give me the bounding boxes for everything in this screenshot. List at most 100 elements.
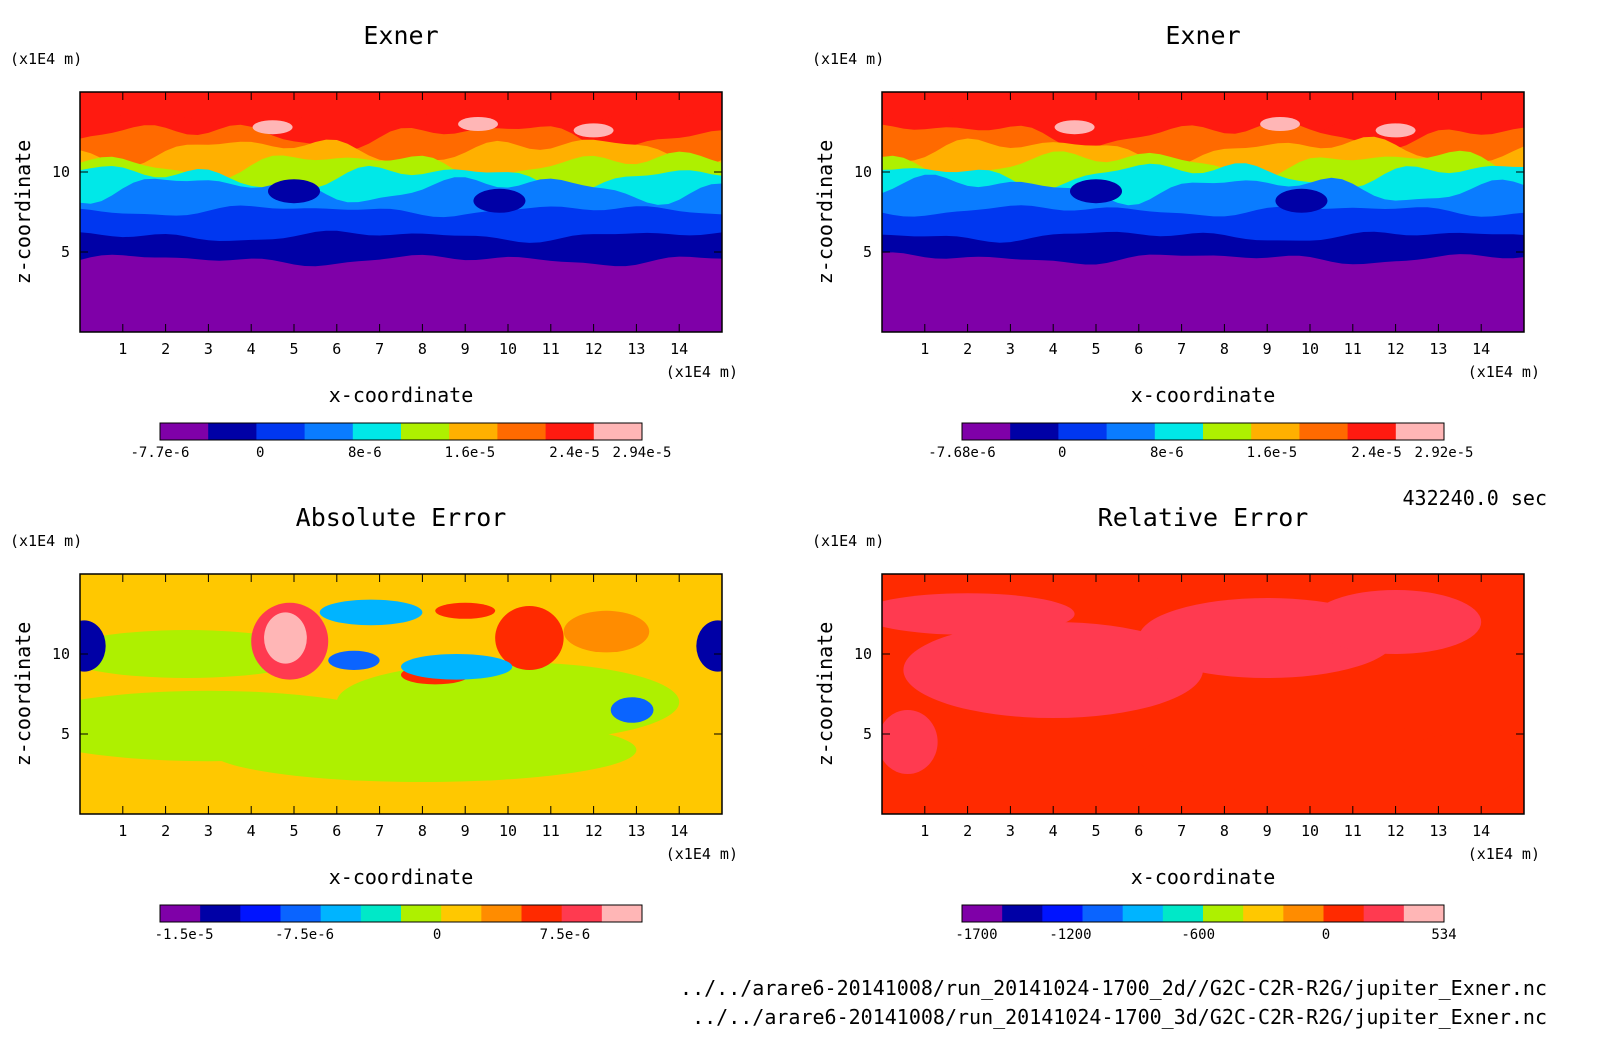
colorbar-swatch: [521, 905, 563, 922]
x-tick-label: 11: [542, 340, 560, 358]
colorbar-swatch: [1042, 905, 1083, 922]
x-tick-label: 6: [1134, 822, 1143, 840]
colorbar-swatch: [320, 905, 362, 922]
colorbar-tick-label: -7.7e-6: [130, 445, 189, 461]
x-tick-label: 3: [1006, 340, 1015, 358]
x-tick-label: 8: [418, 822, 427, 840]
contour-blob: [495, 606, 564, 670]
colorbar-swatch: [1251, 423, 1300, 440]
x-tick-label: 8: [418, 340, 427, 358]
colorbar-swatch: [352, 423, 402, 440]
colorbar-tick-label: 2.4e-5: [1351, 445, 1402, 461]
x-tick-label: 6: [332, 822, 341, 840]
colorbar-tick-label: 8e-6: [1150, 445, 1184, 461]
x-tick-label: 12: [585, 822, 603, 840]
contour-blob: [1395, 734, 1524, 798]
colorbar-swatch: [1203, 905, 1244, 922]
colorbar-tick-label: -1200: [1049, 927, 1091, 943]
x-tick-label: 14: [1472, 822, 1490, 840]
colorbar-swatch: [200, 905, 241, 922]
contour-field: [80, 574, 722, 814]
x-tick-label: 12: [585, 340, 603, 358]
chart-panel-1: Exner(x1E4 m)(x1E4 m)1 2 3 4 5 6 7 8 9 10 11 12 13 14…: [10, 21, 738, 461]
chart-panel-3: Absolute Error(x1E4 m)(x1E4 m)1 2 3 4 5 6 7 8 9 1…: [10, 503, 738, 943]
colorbar-swatch: [160, 905, 201, 922]
x-tick-label: 10: [499, 822, 517, 840]
colorbar-swatch: [1162, 905, 1204, 922]
colorbar-swatch: [561, 905, 603, 922]
colorbar-frame: [961, 904, 1445, 923]
x-tick-label: 1: [118, 340, 127, 358]
y-tick-label: 10: [854, 645, 872, 663]
colorbar-swatch: [1403, 905, 1445, 922]
x-tick-label: 14: [670, 340, 688, 358]
x-tick-label: 7: [375, 340, 384, 358]
contour-blob: [1070, 179, 1122, 204]
y-tick-label: 5: [61, 243, 70, 261]
chart-panel-2: Exner(x1E4 m)(x1E4 m)1 2 3 4 5 6 7 8 9 10 11 12 13 14…: [812, 21, 1540, 461]
chart-title: Exner: [1165, 21, 1240, 50]
x-axis-label: x-coordinate: [329, 865, 474, 889]
x-tick-label: 8: [1220, 822, 1229, 840]
colorbar-tick-label: 8e-6: [348, 445, 382, 461]
x-tick-label: 4: [247, 340, 256, 358]
plot-frame: [79, 91, 723, 333]
x-tick-label: 4: [247, 822, 256, 840]
footer-file-2d: ../../arare6-20141008/run_20141024-1700_…: [680, 976, 1547, 1000]
x-tick-label: 2: [161, 822, 170, 840]
x-tick-label: 3: [204, 822, 213, 840]
contour-blob: [1375, 123, 1416, 138]
colorbar-tick-label: -1.5e-5: [155, 927, 214, 943]
x-tick-label: 10: [1301, 340, 1319, 358]
colorbar-swatch: [1002, 905, 1043, 922]
x-tick-label: 10: [499, 340, 517, 358]
contour-field: [882, 92, 1524, 332]
y-tick-label: 5: [863, 243, 872, 261]
colorbar-swatch: [497, 423, 547, 440]
x-tick-label: 8: [1220, 340, 1229, 358]
colorbar-swatch: [1058, 423, 1108, 440]
contour-blob: [264, 612, 307, 664]
colorbar-tick-label: 1.6e-5: [445, 445, 496, 461]
x-unit-label: (x1E4 m): [1468, 363, 1540, 381]
contour-blob: [319, 599, 423, 626]
contour-blob: [573, 123, 614, 138]
y-axis-label: z-coordinate: [11, 622, 35, 767]
x-axis-label: x-coordinate: [329, 383, 474, 407]
colorbar-frame: [159, 904, 643, 923]
y-tick-label: 10: [52, 645, 70, 663]
x-tick-label: 4: [1049, 340, 1058, 358]
y-tick-label: 10: [854, 163, 872, 181]
x-tick-label: 13: [1429, 822, 1447, 840]
colorbar-tick-label: 0: [1322, 927, 1330, 943]
contour-blob: [696, 620, 722, 672]
colorbar-swatch: [481, 905, 522, 922]
contour-blob: [401, 654, 513, 680]
colorbar-frame: [159, 422, 643, 441]
colorbar-swatch: [601, 905, 643, 922]
x-tick-label: 12: [1387, 822, 1405, 840]
x-tick-label: 6: [332, 340, 341, 358]
contour-blob: [882, 710, 938, 774]
y-axis-label: z-coordinate: [813, 140, 837, 285]
colorbar-tick-label: -600: [1181, 927, 1215, 943]
contour-blob: [328, 650, 380, 671]
contour-blob: [1138, 722, 1482, 794]
contour-blob: [1260, 117, 1301, 131]
x-tick-label: 3: [204, 340, 213, 358]
x-tick-label: 1: [920, 822, 929, 840]
x-tick-label: 11: [542, 822, 560, 840]
colorbar-swatch: [304, 423, 354, 440]
contour-field: [80, 92, 722, 332]
colorbar-swatch: [441, 905, 482, 922]
chart-title: Exner: [363, 21, 438, 50]
x-axis-label: x-coordinate: [1131, 865, 1276, 889]
contour-blob: [268, 179, 320, 204]
colorbar-tick-label: 0: [256, 445, 264, 461]
contour-blob: [610, 697, 654, 723]
colorbar-swatch: [449, 423, 498, 440]
contour-band: [882, 252, 1524, 332]
x-tick-label: 5: [1091, 822, 1100, 840]
contour-blob: [563, 610, 650, 653]
contour-blob: [1310, 590, 1482, 654]
